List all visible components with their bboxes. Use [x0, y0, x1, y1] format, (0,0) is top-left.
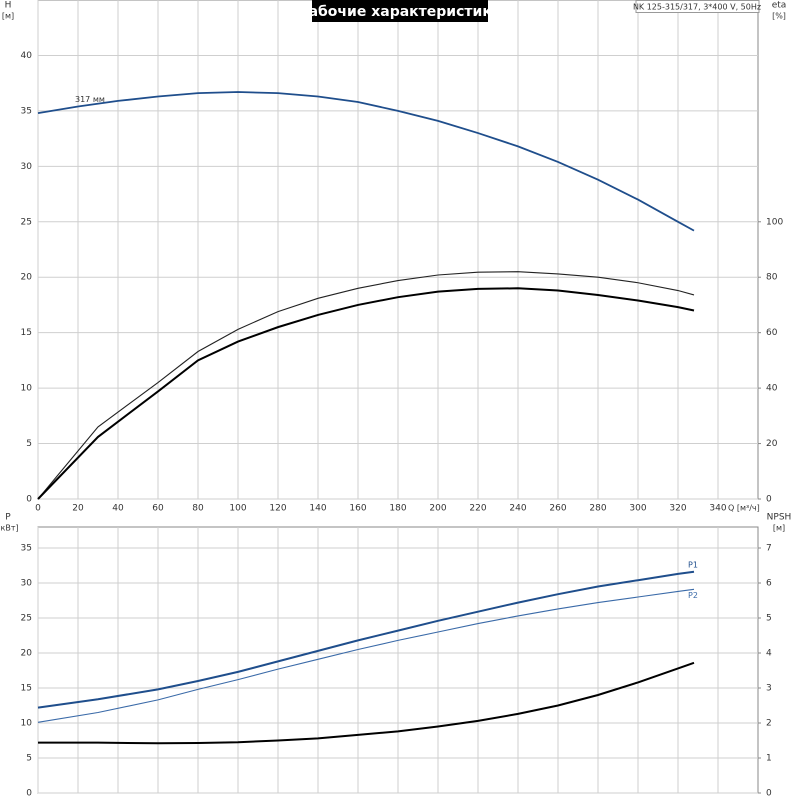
curve [37, 588, 695, 723]
model-box [635, 0, 760, 13]
y-tick-label: 40 [21, 51, 33, 61]
x-tick-label: 340 [709, 504, 726, 514]
y2-axis-label: eta [772, 1, 787, 11]
x-axis-label: Q [м³/ч] [728, 504, 760, 513]
x-tick-label: 220 [469, 504, 486, 514]
x-tick-label: 40 [112, 504, 124, 514]
y-tick-label: 5 [26, 439, 32, 449]
curve [38, 661, 695, 745]
x-tick-label: 140 [309, 504, 326, 514]
y-tick-label: 15 [21, 684, 32, 694]
x-tick-label: 80 [192, 504, 204, 514]
y2-tick-label: 2 [766, 719, 772, 729]
x-tick-label: 100 [229, 504, 246, 514]
y-tick-label: 0 [26, 495, 32, 505]
y2-tick-label: 100 [766, 217, 783, 227]
curve-label: P1 [688, 560, 698, 569]
y2-tick-label: 60 [766, 328, 778, 338]
chart-title: Рабочие характеристики [298, 4, 501, 20]
y2-tick-label: 6 [766, 579, 772, 589]
y2-tick-label: 80 [766, 273, 778, 283]
y-axis-label: P [5, 513, 11, 523]
y2-tick-label: 3 [766, 684, 772, 694]
y-tick-label: 25 [21, 217, 32, 227]
y2-tick-label: 0 [766, 495, 772, 505]
y-axis-unit: [кВт] [0, 524, 19, 533]
x-tick-label: 320 [669, 504, 686, 514]
y-axis-unit: [м] [2, 12, 14, 21]
y2-tick-label: 1 [766, 754, 772, 764]
curve-label: P2 [688, 591, 698, 600]
curve [37, 287, 695, 500]
x-tick-label: 60 [152, 504, 164, 514]
x-tick-label: 180 [389, 504, 406, 514]
y-tick-label: 30 [21, 579, 33, 589]
x-tick-label: 20 [72, 504, 84, 514]
x-tick-label: 240 [509, 504, 526, 514]
y2-tick-label: 5 [766, 614, 772, 624]
y2-tick-label: 20 [766, 439, 778, 449]
y2-tick-label: 7 [766, 544, 772, 554]
curve-label: 317 мм [75, 95, 105, 104]
model-label: NK 125-315/317, 3*400 V, 50Hz [633, 3, 761, 12]
y-tick-label: 10 [21, 384, 33, 394]
y-tick-label: 20 [21, 273, 33, 283]
y-axis-label: H [5, 1, 12, 11]
y-tick-label: 5 [26, 754, 32, 764]
x-tick-label: 260 [549, 504, 566, 514]
y2-tick-label: 0 [766, 789, 772, 799]
y2-tick-label: 4 [766, 649, 772, 659]
x-tick-label: 0 [35, 504, 41, 514]
y2-tick-label: 40 [766, 384, 778, 394]
y-tick-label: 35 [21, 544, 32, 554]
x-tick-label: 160 [349, 504, 366, 514]
x-tick-label: 280 [589, 504, 606, 514]
y-tick-label: 20 [21, 649, 33, 659]
y-tick-label: 10 [21, 719, 33, 729]
y-tick-label: 15 [21, 328, 32, 338]
curve [37, 570, 695, 709]
x-tick-label: 200 [429, 504, 446, 514]
curve [37, 91, 695, 232]
x-tick-label: 300 [629, 504, 646, 514]
x-tick-label: 120 [269, 504, 286, 514]
y-tick-label: 35 [21, 106, 32, 116]
y2-axis-unit: [%] [772, 12, 786, 21]
y2-axis-unit: [м] [773, 524, 785, 533]
y-tick-label: 0 [26, 789, 32, 799]
y-tick-label: 25 [21, 614, 32, 624]
curve [37, 271, 695, 500]
y2-axis-label: NPSH [767, 513, 792, 523]
y-tick-label: 30 [21, 162, 33, 172]
title-box [312, 0, 488, 22]
